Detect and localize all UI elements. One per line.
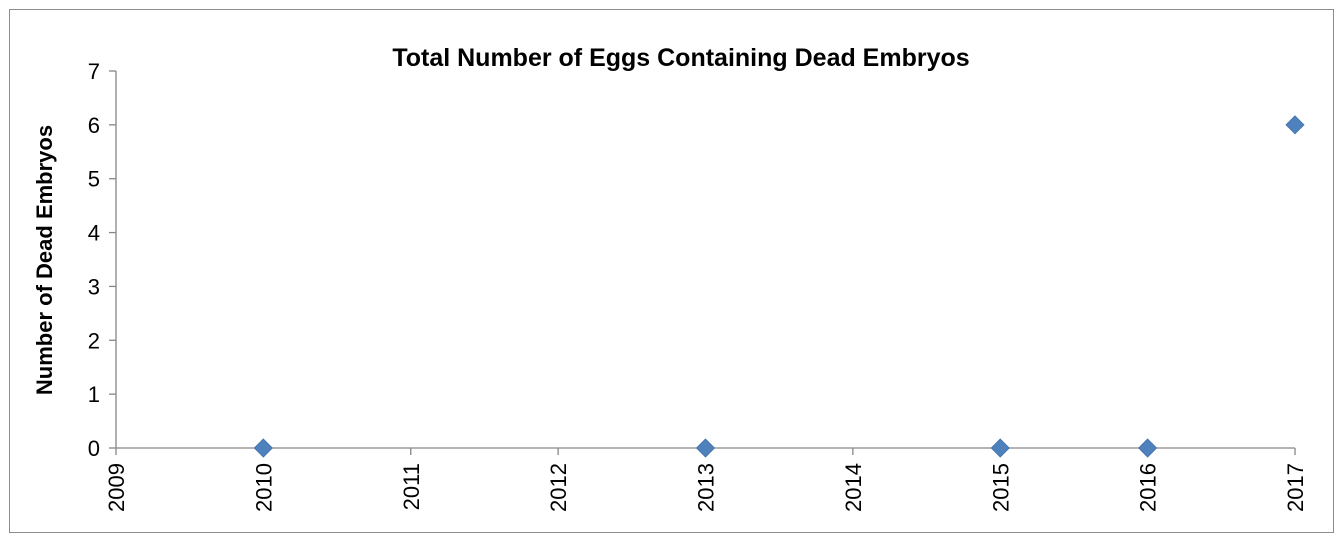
y-axis-label: Number of Dead Embryos [32,125,57,395]
axes [115,71,1295,449]
data-point-2015 [990,438,1010,458]
x-tick-label: 2015 [988,463,1013,512]
data-point-2013 [695,438,716,458]
y-tick-label: 2 [88,328,100,353]
data-point-2016 [1138,438,1158,458]
data-point-2010 [253,438,273,458]
chart-frame [9,9,1334,533]
x-tick-label: 2017 [1283,463,1308,512]
x-tick-labels: 2009 2010 2011 2012 2013 2014 2015 2016 2017 [104,448,1308,512]
data-points [253,115,1305,458]
x-tick-label: 2010 [251,463,276,512]
y-tick-labels: 0 1 2 3 4 5 6 7 [88,59,116,461]
data-point-2017 [1285,115,1305,135]
y-tick-label: 5 [88,167,100,192]
y-tick-label: 3 [88,274,100,299]
x-tick-label: 2009 [104,463,129,512]
x-tick-label: 2011 [399,463,424,510]
x-tick-label: 2016 [1136,463,1161,512]
x-tick-label: 2013 [694,463,719,512]
y-tick-label: 1 [88,382,100,407]
y-tick-label: 7 [88,59,100,84]
x-tick-label: 2014 [841,463,866,512]
chart-title: Total Number of Eggs Containing Dead Emb… [392,44,969,72]
y-tick-label: 0 [88,436,100,461]
x-tick-label: 2012 [546,463,571,512]
y-tick-label: 6 [88,113,100,138]
y-tick-label: 4 [88,221,100,246]
